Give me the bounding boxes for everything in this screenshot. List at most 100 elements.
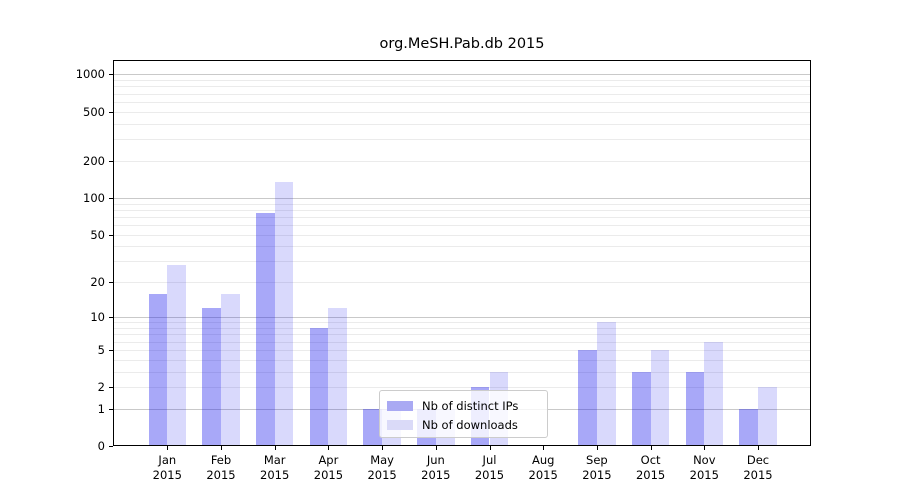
legend-swatch-distinct-ips (387, 400, 413, 411)
x-axis-tick-label-may: May 2015 (355, 453, 409, 483)
bar-distinct-ips-oct (631, 371, 651, 445)
gridline-major-10 (114, 317, 810, 319)
month-label: Apr (318, 453, 339, 467)
x-axis-tick-mark (382, 446, 384, 450)
gridline-major-1000 (114, 74, 810, 76)
year-label: 2015 (152, 468, 182, 482)
x-axis-tick-mark (167, 446, 169, 450)
legend: Nb of distinct IPs Nb of downloads (379, 390, 548, 438)
x-axis-tick-mark (328, 446, 330, 450)
bar-distinct-ips-feb (202, 308, 221, 445)
x-axis-tick-label-jul: Jul 2015 (463, 453, 517, 483)
gridline-minor-9 (114, 322, 810, 324)
legend-item-distinct-ips: Nb of distinct IPs (387, 397, 539, 414)
y-axis-tick-label-10: 10 (90, 310, 105, 325)
bar-distinct-ips-dec (739, 409, 758, 445)
bar-downloads-sep (596, 322, 616, 445)
bar-distinct-ips-may (363, 409, 383, 445)
year-label: 2015 (689, 468, 719, 482)
legend-label-downloads: Nb of downloads (422, 417, 518, 432)
bar-downloads-jan (167, 265, 187, 445)
bar-downloads-nov (704, 341, 724, 445)
year-label: 2015 (582, 468, 612, 482)
bar-distinct-ips-nov (685, 371, 705, 445)
bar-distinct-ips-apr (309, 328, 329, 445)
bar-distinct-ips-jan (148, 293, 168, 445)
y-axis-tick-mark (109, 111, 113, 113)
x-axis-tick-label-jun: Jun 2015 (409, 453, 463, 483)
legend-label-distinct-ips: Nb of distinct IPs (422, 398, 519, 413)
legend-swatch-downloads (387, 419, 413, 430)
month-label: Sep (586, 453, 608, 467)
gridline-minor-60 (114, 225, 810, 227)
legend-item-downloads: Nb of downloads (387, 416, 539, 433)
month-label: Dec (746, 453, 770, 467)
gridline-minor-70 (114, 216, 810, 218)
x-axis-tick-label-apr: Apr 2015 (301, 453, 355, 483)
y-axis-tick-mark (109, 74, 113, 76)
plot-area: Nb of distinct IPs Nb of downloads (113, 60, 811, 446)
gridline-minor-200 (114, 160, 810, 162)
year-label: 2015 (313, 468, 344, 482)
month-label: Oct (640, 453, 661, 467)
gridline-minor-3 (114, 371, 810, 373)
y-axis-tick-mark (109, 349, 113, 351)
y-axis-tick-mark (109, 317, 113, 319)
gridline-minor-20 (114, 282, 810, 284)
y-axis-tick-mark (109, 160, 113, 162)
bar-downloads-oct (650, 349, 670, 445)
month-label: Jun (426, 453, 445, 467)
gridline-minor-8 (114, 328, 810, 330)
gridline-minor-4 (114, 359, 810, 361)
x-axis-tick-mark (543, 446, 545, 450)
chart-title: org.MeSH.Pab.db 2015 (379, 36, 545, 52)
x-axis-tick-mark (704, 446, 706, 450)
y-axis-tick-mark (109, 446, 113, 448)
y-axis-tick-label-1: 1 (97, 402, 105, 417)
gridline-minor-700 (114, 93, 810, 95)
gridline-major-100 (114, 197, 810, 199)
y-axis-tick-mark (109, 409, 113, 411)
y-axis-tick-mark (109, 197, 113, 199)
month-label: Feb (210, 453, 232, 467)
x-axis-tick-label-dec: Dec 2015 (731, 453, 785, 483)
gridline-minor-2 (114, 387, 810, 389)
x-axis-tick-label-aug: Aug 2015 (516, 453, 570, 483)
gridline-minor-80 (114, 209, 810, 211)
x-axis-tick-label-mar: Mar 2015 (248, 453, 302, 483)
gridline-minor-40 (114, 246, 810, 248)
gridline-minor-6 (114, 341, 810, 343)
year-label: 2015 (367, 468, 397, 482)
year-label: 2015 (743, 468, 773, 482)
y-axis-tick-mark (109, 282, 113, 284)
gridline-minor-90 (114, 203, 810, 205)
year-label: 2015 (474, 468, 505, 482)
x-axis-tick-label-sep: Sep 2015 (570, 453, 624, 483)
month-label: Aug (531, 453, 555, 467)
x-axis-tick-label-nov: Nov 2015 (677, 453, 731, 483)
x-axis-tick-label-jan: Jan 2015 (140, 453, 194, 483)
y-axis-tick-label-200: 200 (83, 153, 105, 168)
bar-downloads-mar (274, 181, 294, 445)
x-axis-tick-label-oct: Oct 2015 (624, 453, 678, 483)
gridline-minor-400 (114, 123, 810, 125)
x-axis-tick-mark (274, 446, 276, 450)
y-axis-tick-mark (109, 387, 113, 389)
gridline-minor-500 (114, 111, 810, 113)
x-axis-tick-mark (596, 446, 598, 450)
x-axis-tick-mark (758, 446, 759, 450)
gridline-minor-5 (114, 349, 810, 351)
gridline-minor-50 (114, 234, 810, 236)
y-axis-tick-label-2: 2 (97, 380, 105, 395)
gridline-minor-800 (114, 86, 810, 88)
year-label: 2015 (528, 468, 558, 482)
x-axis-tick-mark (435, 446, 437, 450)
year-label: 2015 (260, 468, 290, 482)
bar-downloads-apr (328, 308, 348, 445)
bar-downloads-dec (758, 387, 777, 445)
gridline-minor-600 (114, 101, 810, 103)
y-axis-tick-label-100: 100 (83, 190, 105, 205)
year-label: 2015 (421, 468, 451, 482)
month-label: May (370, 453, 394, 467)
